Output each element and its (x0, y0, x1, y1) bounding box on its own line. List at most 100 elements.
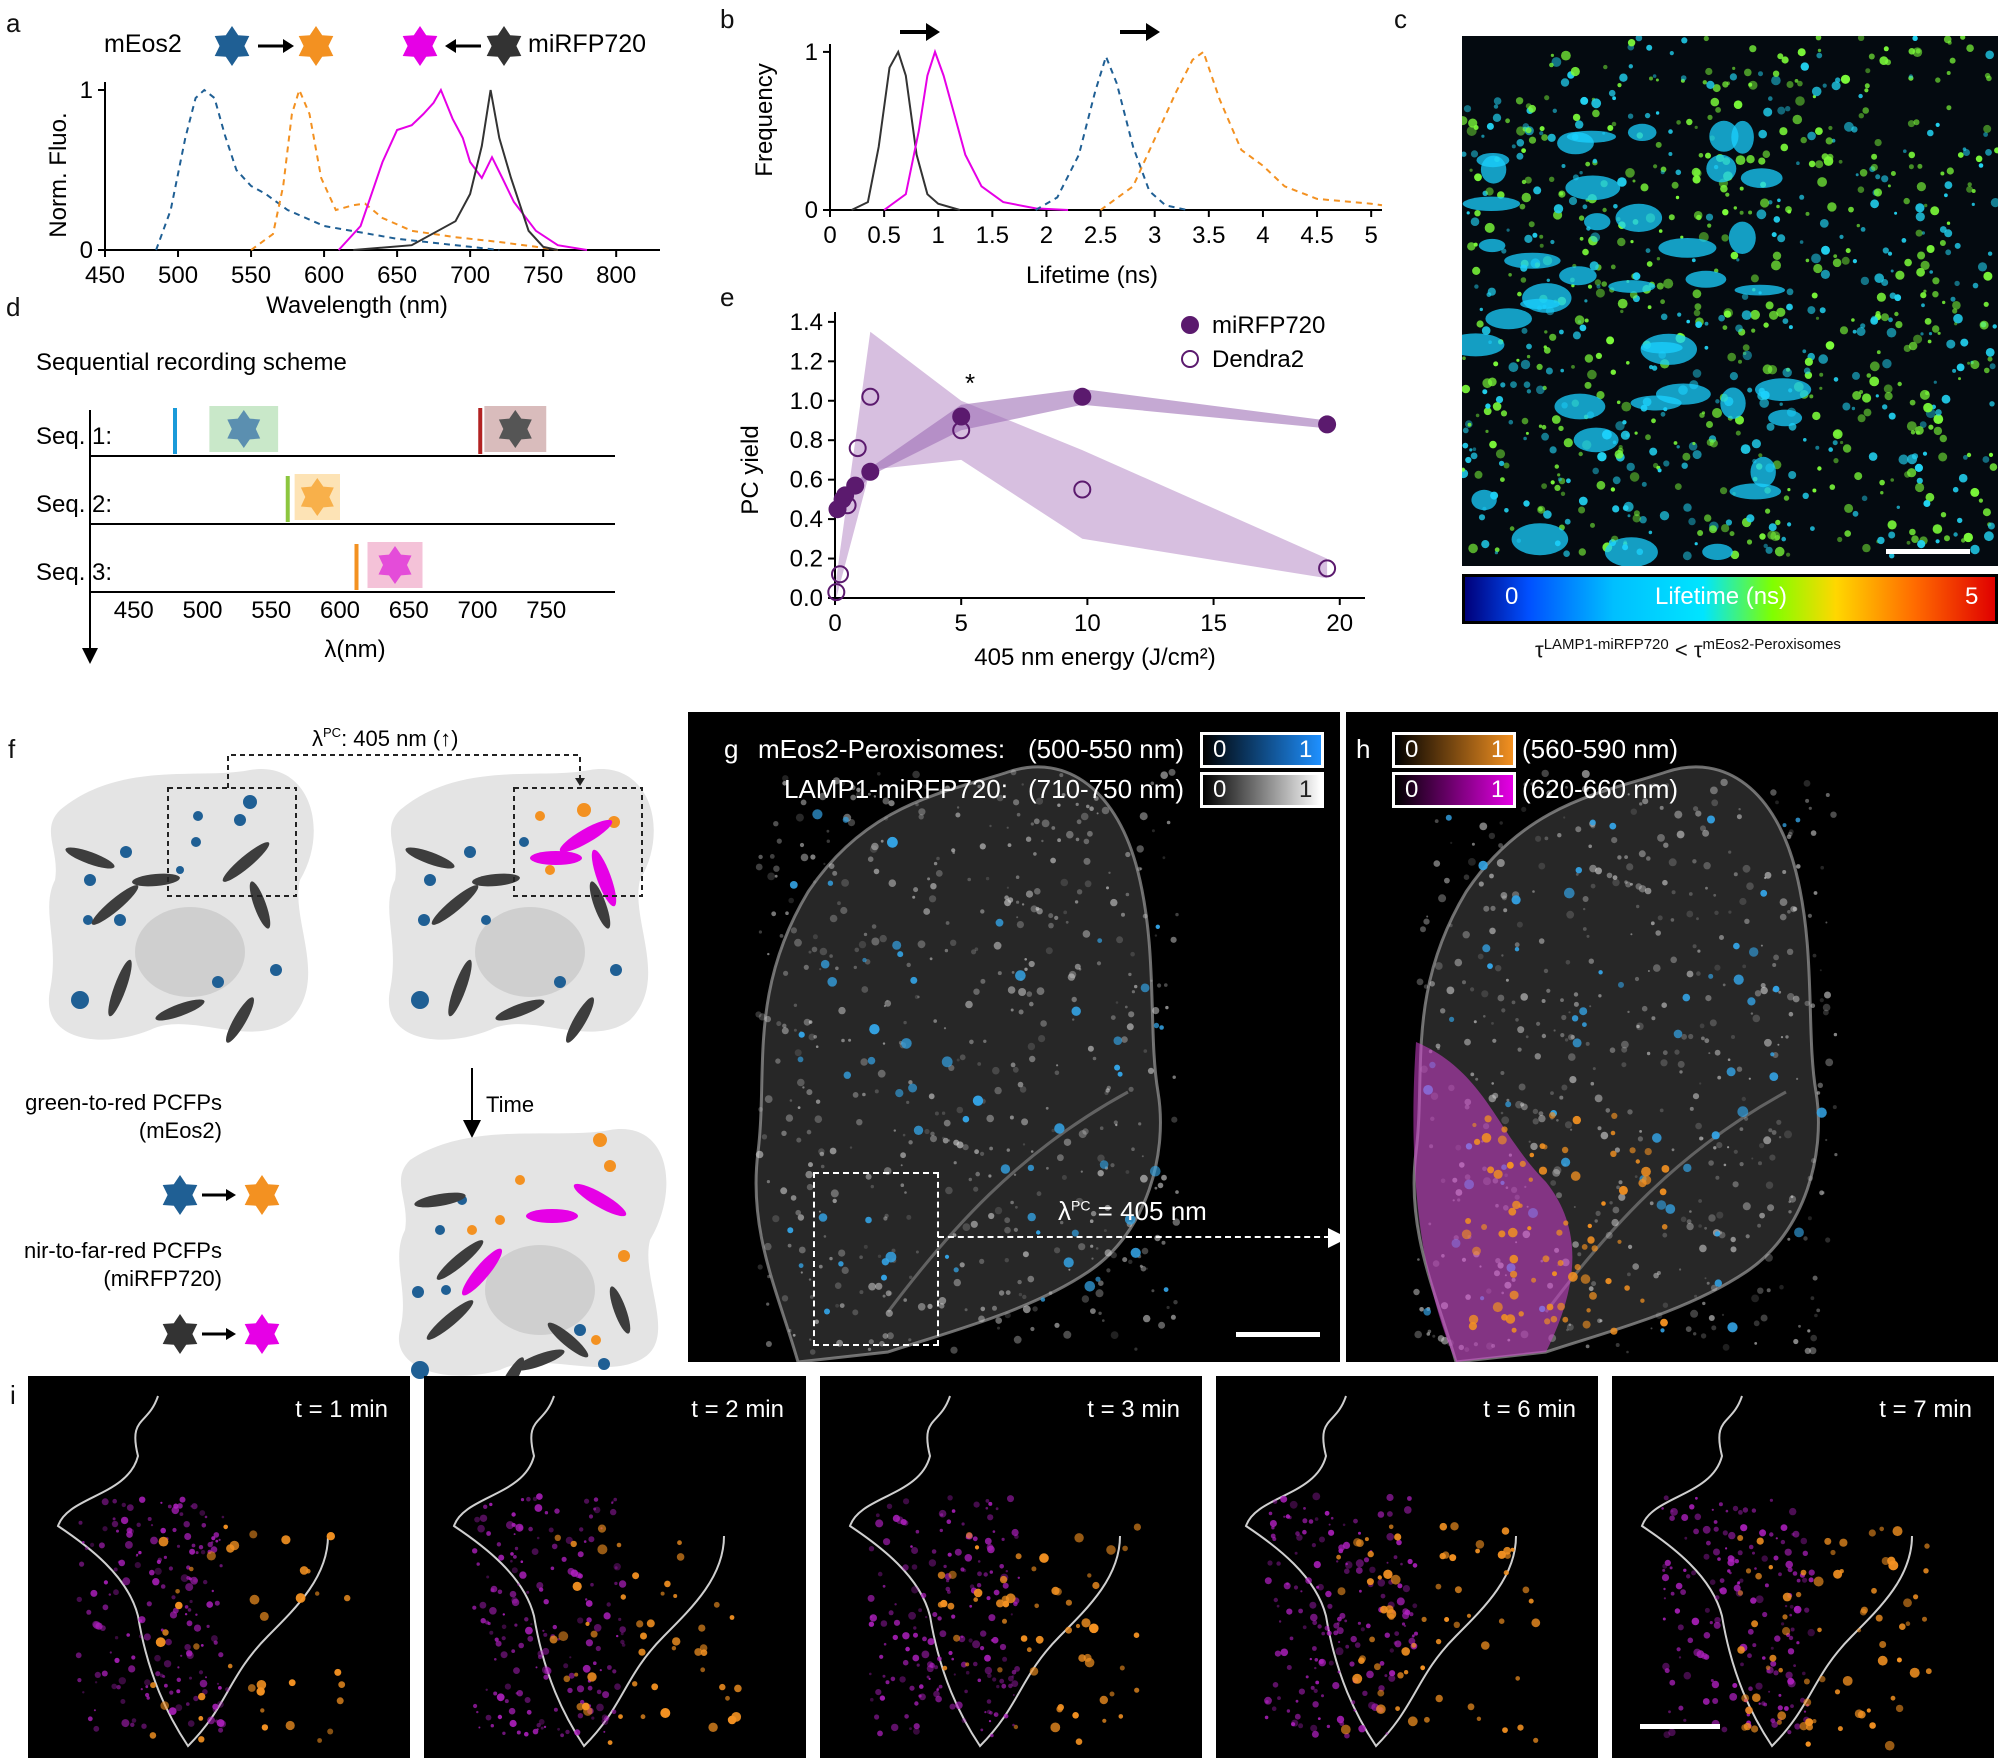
g-peroxisome (1140, 983, 1150, 993)
h-speckle (1757, 1223, 1761, 1228)
organelle-rod (108, 959, 132, 1017)
h-speckle (1463, 874, 1470, 880)
g-speckle (796, 1137, 802, 1143)
g-speckle (992, 1305, 997, 1311)
h-peroxisome (1505, 1101, 1512, 1108)
magenta-signal (544, 1511, 549, 1515)
lifetime-dot (1523, 381, 1531, 389)
g-speckle (1021, 783, 1024, 786)
h-speckle (1618, 1180, 1623, 1185)
g-speckle (809, 1338, 812, 1341)
h-speckle (1686, 970, 1694, 978)
orange-signal (1813, 1576, 1824, 1587)
lifetime-dot (1699, 412, 1705, 418)
g-speckle (1140, 1265, 1147, 1272)
g-speckle (1075, 1197, 1084, 1206)
magenta-signal (147, 1517, 152, 1521)
orange-signal (713, 1601, 720, 1608)
orange-signal (206, 1551, 216, 1561)
h-speckle (1810, 1334, 1817, 1342)
g-speckle (1136, 845, 1144, 853)
lifetime-blob (1755, 378, 1812, 401)
orange-signal (1854, 1709, 1864, 1718)
h-speckle (1695, 1122, 1702, 1130)
organelle-rod (573, 1183, 627, 1217)
lifetime-dot (1833, 458, 1839, 464)
lifetime-dot (1541, 424, 1547, 430)
h-speckle (1589, 1005, 1592, 1008)
lifetime-dot (1922, 451, 1928, 456)
g-speckle (908, 1338, 912, 1342)
tau-right: τ (1693, 637, 1703, 663)
bar-max-orange: 1 (1491, 736, 1505, 763)
g-speckle (1134, 984, 1138, 989)
organelle-rod (547, 1322, 589, 1358)
lifetime-dot (1816, 52, 1823, 59)
lifetime-blob (1728, 221, 1756, 254)
magenta-signal (620, 1632, 624, 1636)
magenta-signal (618, 1580, 627, 1588)
lifetime-dot (1735, 155, 1746, 165)
h-speckle (1565, 786, 1568, 789)
magenta-signal (1681, 1514, 1689, 1521)
lifetime-dot (1536, 363, 1543, 370)
lifetime-dot (1977, 262, 1988, 272)
magenta-signal (904, 1714, 909, 1719)
lifetime-dot (1725, 192, 1730, 197)
h-speckle (1693, 1332, 1697, 1336)
lifetime-dot (1515, 97, 1524, 105)
magenta-signal (112, 1498, 117, 1504)
lifetime-dot (1516, 358, 1520, 362)
h-speckle (1811, 1158, 1816, 1164)
magenta-signal (946, 1519, 952, 1524)
g-speckle (953, 1161, 957, 1165)
h-speckle (1679, 1268, 1682, 1271)
magenta-signal (986, 1709, 992, 1714)
orange-signal (1859, 1608, 1867, 1616)
colorbar-max: 5 (1965, 583, 1979, 610)
orange-signal (996, 1599, 1004, 1608)
g-speckle (1089, 1219, 1094, 1223)
lifetime-dot (1958, 473, 1968, 483)
magenta-signal (190, 1505, 193, 1508)
magenta-signal (1310, 1724, 1318, 1732)
g-speckle (1068, 970, 1077, 979)
magenta-signal (565, 1729, 570, 1735)
magenta-signal (576, 1685, 585, 1693)
magenta-signal (1663, 1587, 1666, 1591)
lifetime-dot (1709, 439, 1718, 448)
panel-a-series-1 (250, 87, 558, 251)
g-speckle (974, 947, 979, 951)
h-speckle (1462, 980, 1466, 985)
magenta-signal (1770, 1646, 1774, 1650)
orange-signal (1895, 1704, 1904, 1713)
orange-signal (1839, 1538, 1848, 1547)
orange-signal (1782, 1592, 1792, 1602)
panel-b-xtick-label: 1 (932, 222, 945, 249)
magenta-signal (1330, 1516, 1334, 1520)
h-orange-dot (1510, 1270, 1518, 1278)
lifetime-dot (1923, 402, 1933, 413)
g-speckle (809, 1295, 814, 1299)
organelle-dot (84, 874, 96, 886)
orange-signal (256, 1687, 265, 1696)
h-orange-dot (1581, 1244, 1588, 1250)
magenta-signal (938, 1684, 943, 1689)
g-speckle (755, 863, 763, 871)
g-speckle (856, 1119, 863, 1126)
magenta-signal (82, 1691, 85, 1694)
g-speckle (1172, 1075, 1176, 1079)
orange-signal (673, 1594, 678, 1598)
magenta-signal (1267, 1560, 1273, 1566)
panel-e-xlabel: 405 nm energy (J/cm²) (974, 644, 1215, 671)
orange-signal (193, 1643, 200, 1650)
g-speckle (1121, 1036, 1128, 1043)
lifetime-dot (1803, 367, 1811, 375)
h-speckle (1588, 1286, 1594, 1292)
h-orange-dot (1561, 1146, 1569, 1154)
h-speckle (1760, 944, 1763, 947)
frame-time-label: t = 3 min (1087, 1396, 1180, 1423)
g-speckle (995, 1317, 1002, 1324)
lifetime-dot (1676, 120, 1681, 125)
organelle-dot (535, 811, 545, 821)
